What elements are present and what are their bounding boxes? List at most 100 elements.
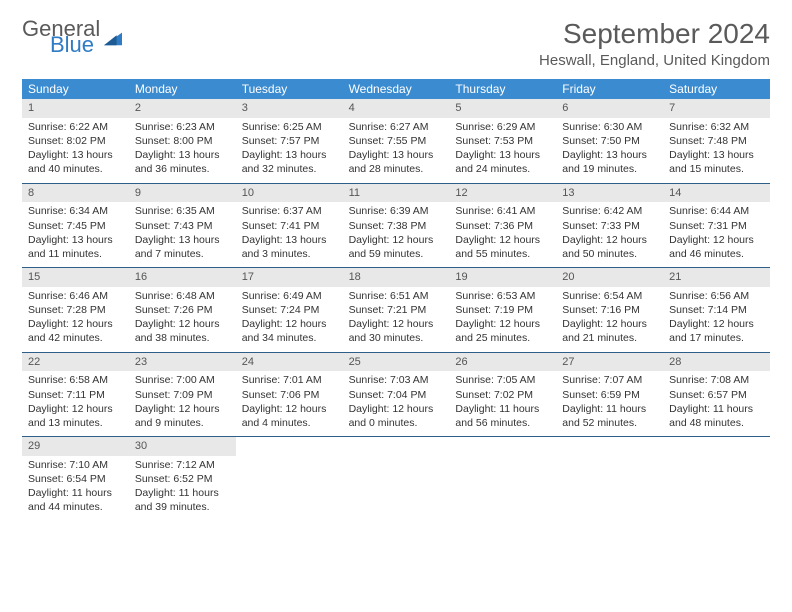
day-cell: 25Sunrise: 7:03 AMSunset: 7:04 PMDayligh… (343, 353, 450, 437)
day-cell (236, 437, 343, 521)
sunrise-text: Sunrise: 6:32 AM (669, 120, 764, 134)
daylight-text: Daylight: 12 hours and 9 minutes. (135, 402, 230, 430)
day-body: Sunrise: 7:12 AMSunset: 6:52 PMDaylight:… (129, 456, 236, 521)
day-number: 12 (449, 184, 556, 203)
day-number: 17 (236, 268, 343, 287)
daylight-text: Daylight: 12 hours and 13 minutes. (28, 402, 123, 430)
sunrise-text: Sunrise: 6:49 AM (242, 289, 337, 303)
sunrise-text: Sunrise: 6:41 AM (455, 204, 550, 218)
day-cell (449, 437, 556, 521)
sunset-text: Sunset: 6:59 PM (562, 388, 657, 402)
day-cell: 22Sunrise: 6:58 AMSunset: 7:11 PMDayligh… (22, 353, 129, 437)
day-cell: 30Sunrise: 7:12 AMSunset: 6:52 PMDayligh… (129, 437, 236, 521)
day-cell: 12Sunrise: 6:41 AMSunset: 7:36 PMDayligh… (449, 184, 556, 268)
day-cell: 7 Sunrise: 6:32 AMSunset: 7:48 PMDaylight… (663, 99, 770, 183)
day-number: 10 (236, 184, 343, 203)
day-number: 5 (449, 99, 556, 118)
day-number: 13 (556, 184, 663, 203)
day-cell: 1Sunrise: 6:22 AMSunset: 8:02 PMDaylight… (22, 99, 129, 183)
sunrise-text: Sunrise: 6:39 AM (349, 204, 444, 218)
day-cell: 3Sunrise: 6:25 AMSunset: 7:57 PMDaylight… (236, 99, 343, 183)
sunset-text: Sunset: 7:31 PM (669, 219, 764, 233)
sunset-text: Sunset: 7:53 PM (455, 134, 550, 148)
daylight-text: Daylight: 13 hours and 7 minutes. (135, 233, 230, 261)
day-body: Sunrise: 6:53 AMSunset: 7:19 PMDaylight:… (449, 287, 556, 352)
daylight-text: Daylight: 12 hours and 55 minutes. (455, 233, 550, 261)
day-body: Sunrise: 6:23 AMSunset: 8:00 PMDaylight:… (129, 118, 236, 183)
day-cell: 14Sunrise: 6:44 AMSunset: 7:31 PMDayligh… (663, 184, 770, 268)
weekday-header: Sunday (22, 79, 129, 99)
day-body: Sunrise: 6:56 AMSunset: 7:14 PMDaylight:… (663, 287, 770, 352)
sunrise-text: Sunrise: 6:25 AM (242, 120, 337, 134)
sunset-text: Sunset: 7:50 PM (562, 134, 657, 148)
day-number: 16 (129, 268, 236, 287)
day-cell: 11Sunrise: 6:39 AMSunset: 7:38 PMDayligh… (343, 184, 450, 268)
daylight-text: Daylight: 13 hours and 28 minutes. (349, 148, 444, 176)
day-number: 3 (236, 99, 343, 118)
daylight-text: Daylight: 13 hours and 11 minutes. (28, 233, 123, 261)
day-cell: 8Sunrise: 6:34 AMSunset: 7:45 PMDaylight… (22, 184, 129, 268)
day-cell: 20Sunrise: 6:54 AMSunset: 7:16 PMDayligh… (556, 268, 663, 352)
daylight-text: Daylight: 11 hours and 44 minutes. (28, 486, 123, 514)
day-cell: 13Sunrise: 6:42 AMSunset: 7:33 PMDayligh… (556, 184, 663, 268)
day-number: 25 (343, 353, 450, 372)
weekday-header: Friday (556, 79, 663, 99)
day-body: Sunrise: 7:08 AMSunset: 6:57 PMDaylight:… (663, 371, 770, 436)
header: General Blue September 2024 Heswall, Eng… (22, 18, 770, 69)
sunrise-text: Sunrise: 6:42 AM (562, 204, 657, 218)
daylight-text: Daylight: 13 hours and 40 minutes. (28, 148, 123, 176)
day-cell: 26Sunrise: 7:05 AMSunset: 7:02 PMDayligh… (449, 353, 556, 437)
sunset-text: Sunset: 7:48 PM (669, 134, 764, 148)
day-number: 7 (663, 99, 770, 118)
daylight-text: Daylight: 12 hours and 4 minutes. (242, 402, 337, 430)
day-body: Sunrise: 6:27 AMSunset: 7:55 PMDaylight:… (343, 118, 450, 183)
weekday-header: Wednesday (343, 79, 450, 99)
sunset-text: Sunset: 7:09 PM (135, 388, 230, 402)
day-number: 6 (556, 99, 663, 118)
day-body: Sunrise: 6:29 AMSunset: 7:53 PMDaylight:… (449, 118, 556, 183)
day-number: 1 (22, 99, 129, 118)
daylight-text: Daylight: 11 hours and 48 minutes. (669, 402, 764, 430)
sunset-text: Sunset: 7:38 PM (349, 219, 444, 233)
daylight-text: Daylight: 12 hours and 34 minutes. (242, 317, 337, 345)
day-body: Sunrise: 6:30 AMSunset: 7:50 PMDaylight:… (556, 118, 663, 183)
daylight-text: Daylight: 13 hours and 15 minutes. (669, 148, 764, 176)
daylight-text: Daylight: 13 hours and 19 minutes. (562, 148, 657, 176)
sunrise-text: Sunrise: 6:34 AM (28, 204, 123, 218)
daylight-text: Daylight: 12 hours and 21 minutes. (562, 317, 657, 345)
day-cell: 5Sunrise: 6:29 AMSunset: 7:53 PMDaylight… (449, 99, 556, 183)
day-number: 29 (22, 437, 129, 456)
sunrise-text: Sunrise: 7:08 AM (669, 373, 764, 387)
day-number: 20 (556, 268, 663, 287)
weekday-header-row: SundayMondayTuesdayWednesdayThursdayFrid… (22, 79, 770, 99)
sunset-text: Sunset: 7:36 PM (455, 219, 550, 233)
day-body: Sunrise: 6:44 AMSunset: 7:31 PMDaylight:… (663, 202, 770, 267)
day-cell: 9Sunrise: 6:35 AMSunset: 7:43 PMDaylight… (129, 184, 236, 268)
logo-word2: Blue (50, 34, 100, 56)
day-number: 27 (556, 353, 663, 372)
sunset-text: Sunset: 8:02 PM (28, 134, 123, 148)
sunset-text: Sunset: 7:43 PM (135, 219, 230, 233)
sunset-text: Sunset: 7:41 PM (242, 219, 337, 233)
sunset-text: Sunset: 7:04 PM (349, 388, 444, 402)
day-cell: 18Sunrise: 6:51 AMSunset: 7:21 PMDayligh… (343, 268, 450, 352)
sunset-text: Sunset: 7:11 PM (28, 388, 123, 402)
daylight-text: Daylight: 12 hours and 30 minutes. (349, 317, 444, 345)
day-cell: 28Sunrise: 7:08 AMSunset: 6:57 PMDayligh… (663, 353, 770, 437)
week-row: 1Sunrise: 6:22 AMSunset: 8:02 PMDaylight… (22, 99, 770, 184)
sunset-text: Sunset: 7:26 PM (135, 303, 230, 317)
sunrise-text: Sunrise: 7:12 AM (135, 458, 230, 472)
day-body: Sunrise: 6:51 AMSunset: 7:21 PMDaylight:… (343, 287, 450, 352)
day-cell: 10Sunrise: 6:37 AMSunset: 7:41 PMDayligh… (236, 184, 343, 268)
sunset-text: Sunset: 7:55 PM (349, 134, 444, 148)
weekday-header: Thursday (449, 79, 556, 99)
day-number: 24 (236, 353, 343, 372)
sunset-text: Sunset: 7:28 PM (28, 303, 123, 317)
day-body: Sunrise: 6:39 AMSunset: 7:38 PMDaylight:… (343, 202, 450, 267)
daylight-text: Daylight: 12 hours and 50 minutes. (562, 233, 657, 261)
day-body: Sunrise: 7:07 AMSunset: 6:59 PMDaylight:… (556, 371, 663, 436)
sunrise-text: Sunrise: 6:29 AM (455, 120, 550, 134)
sunset-text: Sunset: 7:06 PM (242, 388, 337, 402)
sunrise-text: Sunrise: 6:35 AM (135, 204, 230, 218)
day-number: 18 (343, 268, 450, 287)
